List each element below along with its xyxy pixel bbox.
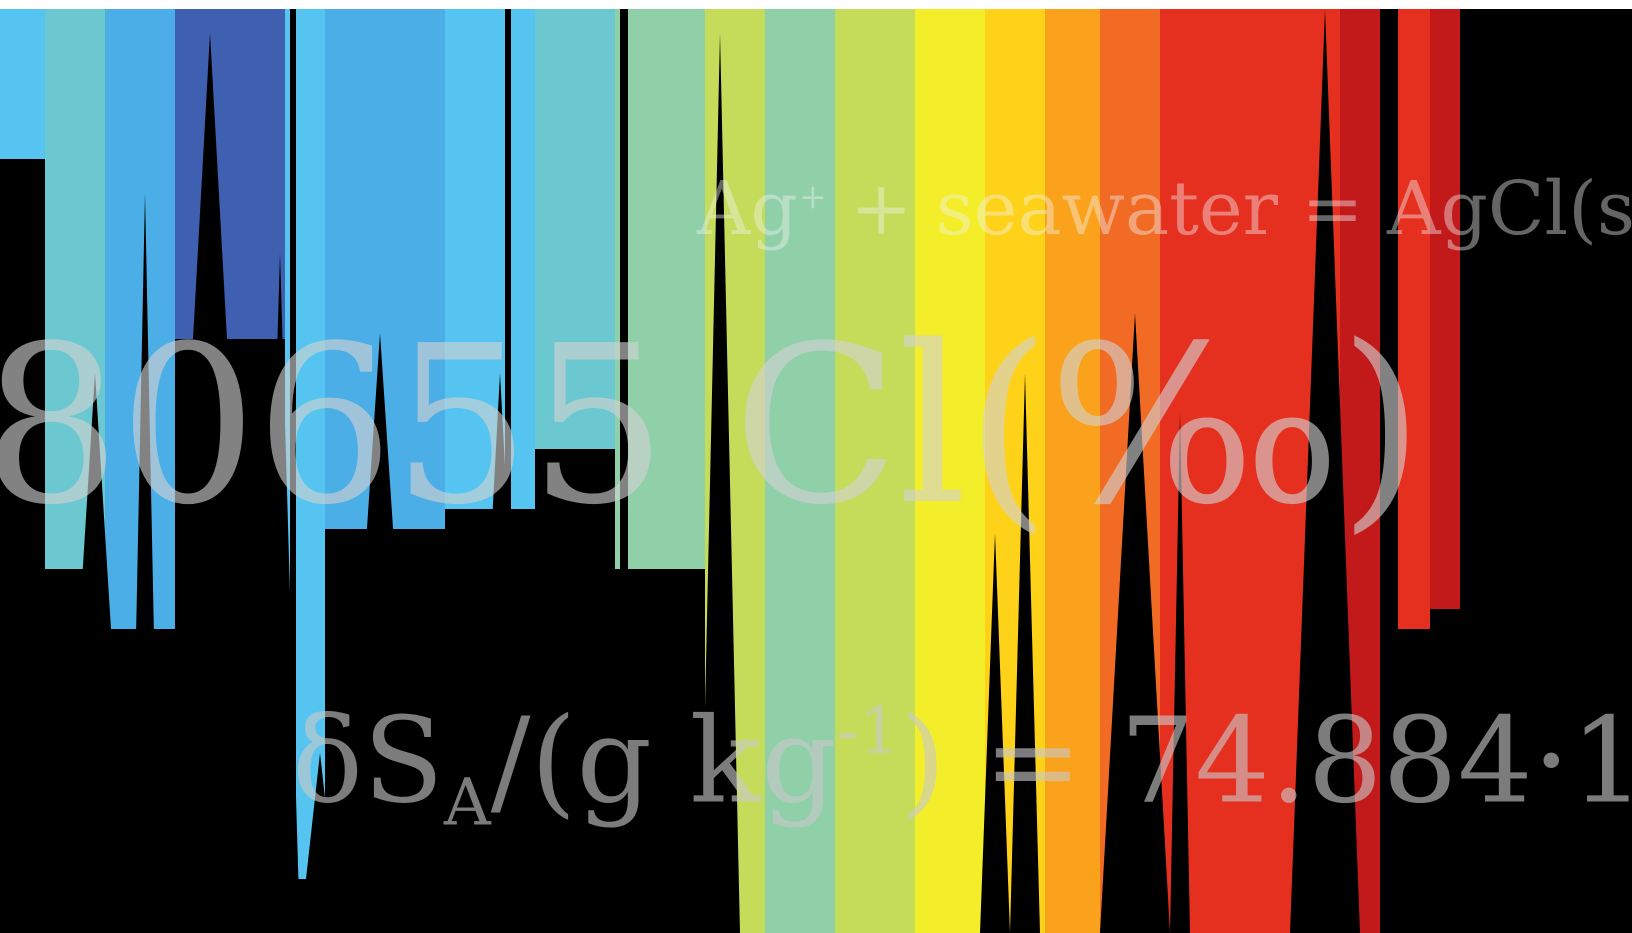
black-spike [1290, 9, 1360, 933]
dark-divider-line [505, 9, 511, 933]
color-band [535, 9, 615, 449]
delta-symbol: δS [292, 691, 444, 830]
color-band [1045, 9, 1100, 933]
black-spike [160, 33, 260, 933]
color-band [615, 9, 705, 569]
color-band [765, 9, 835, 933]
black-spike [340, 333, 420, 933]
reaction-rest: + seawater = AgCl(s) + A [850, 166, 1632, 252]
black-spike [980, 533, 1010, 933]
color-band [1430, 9, 1460, 609]
black-spike [130, 193, 160, 933]
black-spike [530, 633, 600, 933]
colored-stripes-background [0, 9, 1632, 933]
dark-divider-line [620, 9, 628, 933]
reaction-charge: + [798, 177, 827, 217]
black-spike [1100, 313, 1170, 933]
dark-divider-line [290, 9, 296, 933]
color-band [0, 9, 45, 159]
black-spike [0, 783, 60, 933]
chlorinity-label: 80655 Cl(‰) [0, 300, 1424, 553]
salinity-anomaly-formula: δSA/(g kg-1) = 74.884·10-6 [292, 699, 1632, 836]
black-spike [420, 713, 470, 933]
black-spike [640, 603, 700, 933]
color-band [175, 9, 285, 339]
color-band [835, 9, 915, 933]
delta-unit-exponent: -1 [836, 694, 900, 769]
black-spike [1010, 373, 1040, 933]
black-spike [1170, 413, 1190, 933]
delta-subscript: A [443, 765, 491, 841]
color-band [445, 9, 535, 509]
top-edge-strip [0, 0, 1632, 9]
black-spike [700, 33, 740, 933]
dark-divider-line [1380, 9, 1398, 933]
black-spike [470, 373, 530, 933]
black-spike [60, 373, 130, 933]
reaction-ag: Ag [697, 166, 798, 252]
reaction-equation: Ag+ + seawater = AgCl(s) + A [697, 172, 1632, 246]
delta-unit-open: /(g kg [490, 691, 837, 830]
delta-value: ) = 74.884·10 [899, 691, 1632, 830]
color-band [915, 9, 985, 933]
black-spike [300, 753, 340, 933]
right-black-panel [1470, 9, 1632, 933]
